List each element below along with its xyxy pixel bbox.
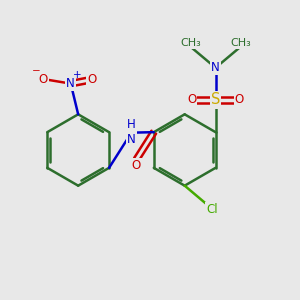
Text: CH₃: CH₃ [230,38,251,48]
Text: +: + [73,70,82,80]
Text: O: O [38,73,48,86]
Text: −: − [32,66,40,76]
Text: N: N [211,61,220,74]
Text: O: O [235,94,244,106]
Text: H
N: H N [127,118,136,146]
Text: N: N [66,77,75,90]
Text: O: O [187,94,196,106]
Text: S: S [211,92,220,107]
Text: O: O [132,159,141,172]
Text: O: O [87,73,96,86]
Text: Cl: Cl [206,203,218,216]
Text: CH₃: CH₃ [180,38,201,48]
